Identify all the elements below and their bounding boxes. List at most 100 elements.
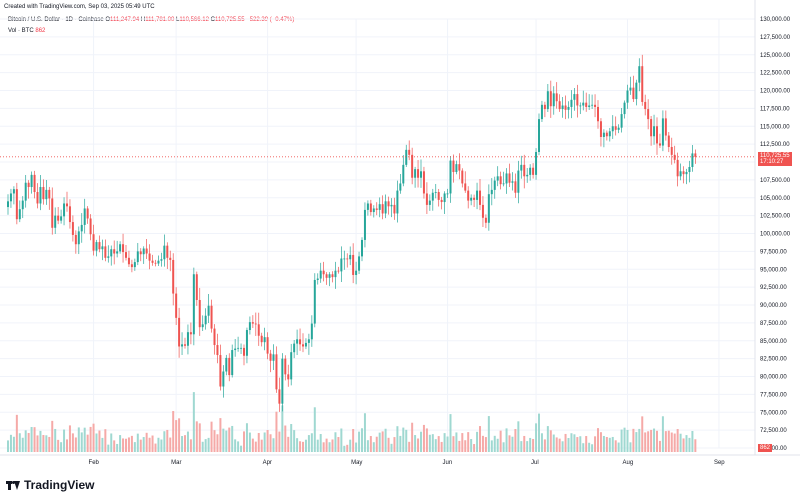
candle-body xyxy=(417,169,420,178)
volume-bar xyxy=(458,440,461,452)
candle-body xyxy=(511,181,514,183)
time-tick-label: Jun xyxy=(443,460,453,466)
symbol-title[interactable]: Bitcoin / U.S. Dollar · 1D · Coinbase xyxy=(8,17,104,23)
volume-bar xyxy=(620,429,623,452)
candle-body xyxy=(685,172,688,175)
volume-bar xyxy=(502,442,505,452)
volume-bar xyxy=(166,429,169,452)
volume-bar xyxy=(381,431,384,452)
volume-bar xyxy=(42,435,45,452)
volume-bar xyxy=(605,437,608,452)
candle-body xyxy=(210,305,213,329)
volume-bar xyxy=(310,433,313,452)
volume-bar xyxy=(130,435,133,452)
volume-bar xyxy=(511,436,514,452)
volume-label[interactable]: Vol · BTC xyxy=(8,28,34,34)
high-label: H xyxy=(140,17,146,23)
candle-body xyxy=(641,66,644,102)
volume-bar xyxy=(487,416,490,452)
volume-bar xyxy=(284,425,287,452)
candle-body xyxy=(369,203,372,213)
candle-body xyxy=(36,192,39,204)
volume-bar xyxy=(467,432,470,452)
candle-body xyxy=(186,332,189,346)
candle-body xyxy=(422,171,425,194)
candle-body xyxy=(555,93,558,102)
candle-body xyxy=(523,164,526,177)
time-tick-label: Jul xyxy=(531,460,539,466)
time-tick-label: Sep xyxy=(714,460,725,466)
candle-body xyxy=(39,187,42,204)
candle-body xyxy=(529,167,532,175)
volume-bar xyxy=(272,438,275,452)
candle-body xyxy=(520,164,523,171)
candle-body xyxy=(7,201,9,208)
candle-body xyxy=(68,206,71,223)
volume-bar xyxy=(428,434,431,452)
candle-body xyxy=(355,270,358,275)
candle-body xyxy=(33,174,36,193)
candle-body xyxy=(269,353,272,361)
volume-bar xyxy=(564,433,567,452)
volume-bar xyxy=(304,439,307,452)
candle-body xyxy=(414,169,417,178)
candle-body xyxy=(408,149,411,155)
candle-body xyxy=(251,322,254,324)
candle-body xyxy=(119,244,122,252)
candle-body xyxy=(479,190,481,205)
candle-body xyxy=(673,154,676,160)
volume-bar xyxy=(142,437,145,452)
volume-bar xyxy=(175,420,178,452)
candle-body xyxy=(682,171,685,175)
volume-bar xyxy=(481,435,484,452)
candle-body xyxy=(375,208,378,210)
volume-bar xyxy=(597,428,599,452)
volume-bar xyxy=(33,427,36,452)
candle-body xyxy=(549,91,552,107)
candle-body xyxy=(608,131,611,137)
bar-countdown: 17:10:27 xyxy=(760,158,784,165)
candle-body xyxy=(420,171,422,178)
candle-body xyxy=(428,200,431,205)
volume-bar xyxy=(431,434,434,452)
volume-bar xyxy=(420,431,422,452)
volume-bar xyxy=(656,430,658,452)
price-tick-label: 100,000.00 xyxy=(760,232,791,238)
candle-body xyxy=(89,218,92,235)
price-tick-label: 102,500.00 xyxy=(760,214,791,220)
candle-body xyxy=(517,170,520,193)
candle-body xyxy=(363,209,366,240)
volume-bar xyxy=(479,426,481,452)
volume-bar xyxy=(122,438,125,452)
volume-bar xyxy=(484,437,487,452)
volume-bar xyxy=(617,442,620,452)
volume-bar xyxy=(86,434,89,452)
volume-bar xyxy=(181,436,184,452)
volume-bar xyxy=(316,439,319,452)
candle-body xyxy=(136,251,139,263)
volume-bar xyxy=(661,416,664,452)
volume-bar xyxy=(414,435,417,452)
candle-body xyxy=(626,90,629,103)
candle-body xyxy=(148,253,151,261)
volume-bar xyxy=(45,435,48,452)
candle-body xyxy=(302,344,304,347)
volume-bar xyxy=(499,430,502,452)
volume-bar xyxy=(520,441,523,452)
price-tick-label: 122,500.00 xyxy=(760,71,791,77)
volume-bar xyxy=(101,437,104,452)
price-tick-label: 90,000.00 xyxy=(760,303,787,309)
volume-bar xyxy=(614,440,617,452)
candle-body xyxy=(582,102,585,106)
candle-body xyxy=(24,182,27,201)
candle-body xyxy=(411,154,414,178)
candle-body xyxy=(366,203,369,210)
volume-bar xyxy=(275,411,278,452)
candle-body xyxy=(623,102,626,115)
price-tick-label: 87,500.00 xyxy=(760,321,787,327)
candle-body xyxy=(405,149,408,165)
volume-bar xyxy=(293,430,296,452)
candle-body xyxy=(195,274,198,300)
candle-body xyxy=(80,224,83,232)
